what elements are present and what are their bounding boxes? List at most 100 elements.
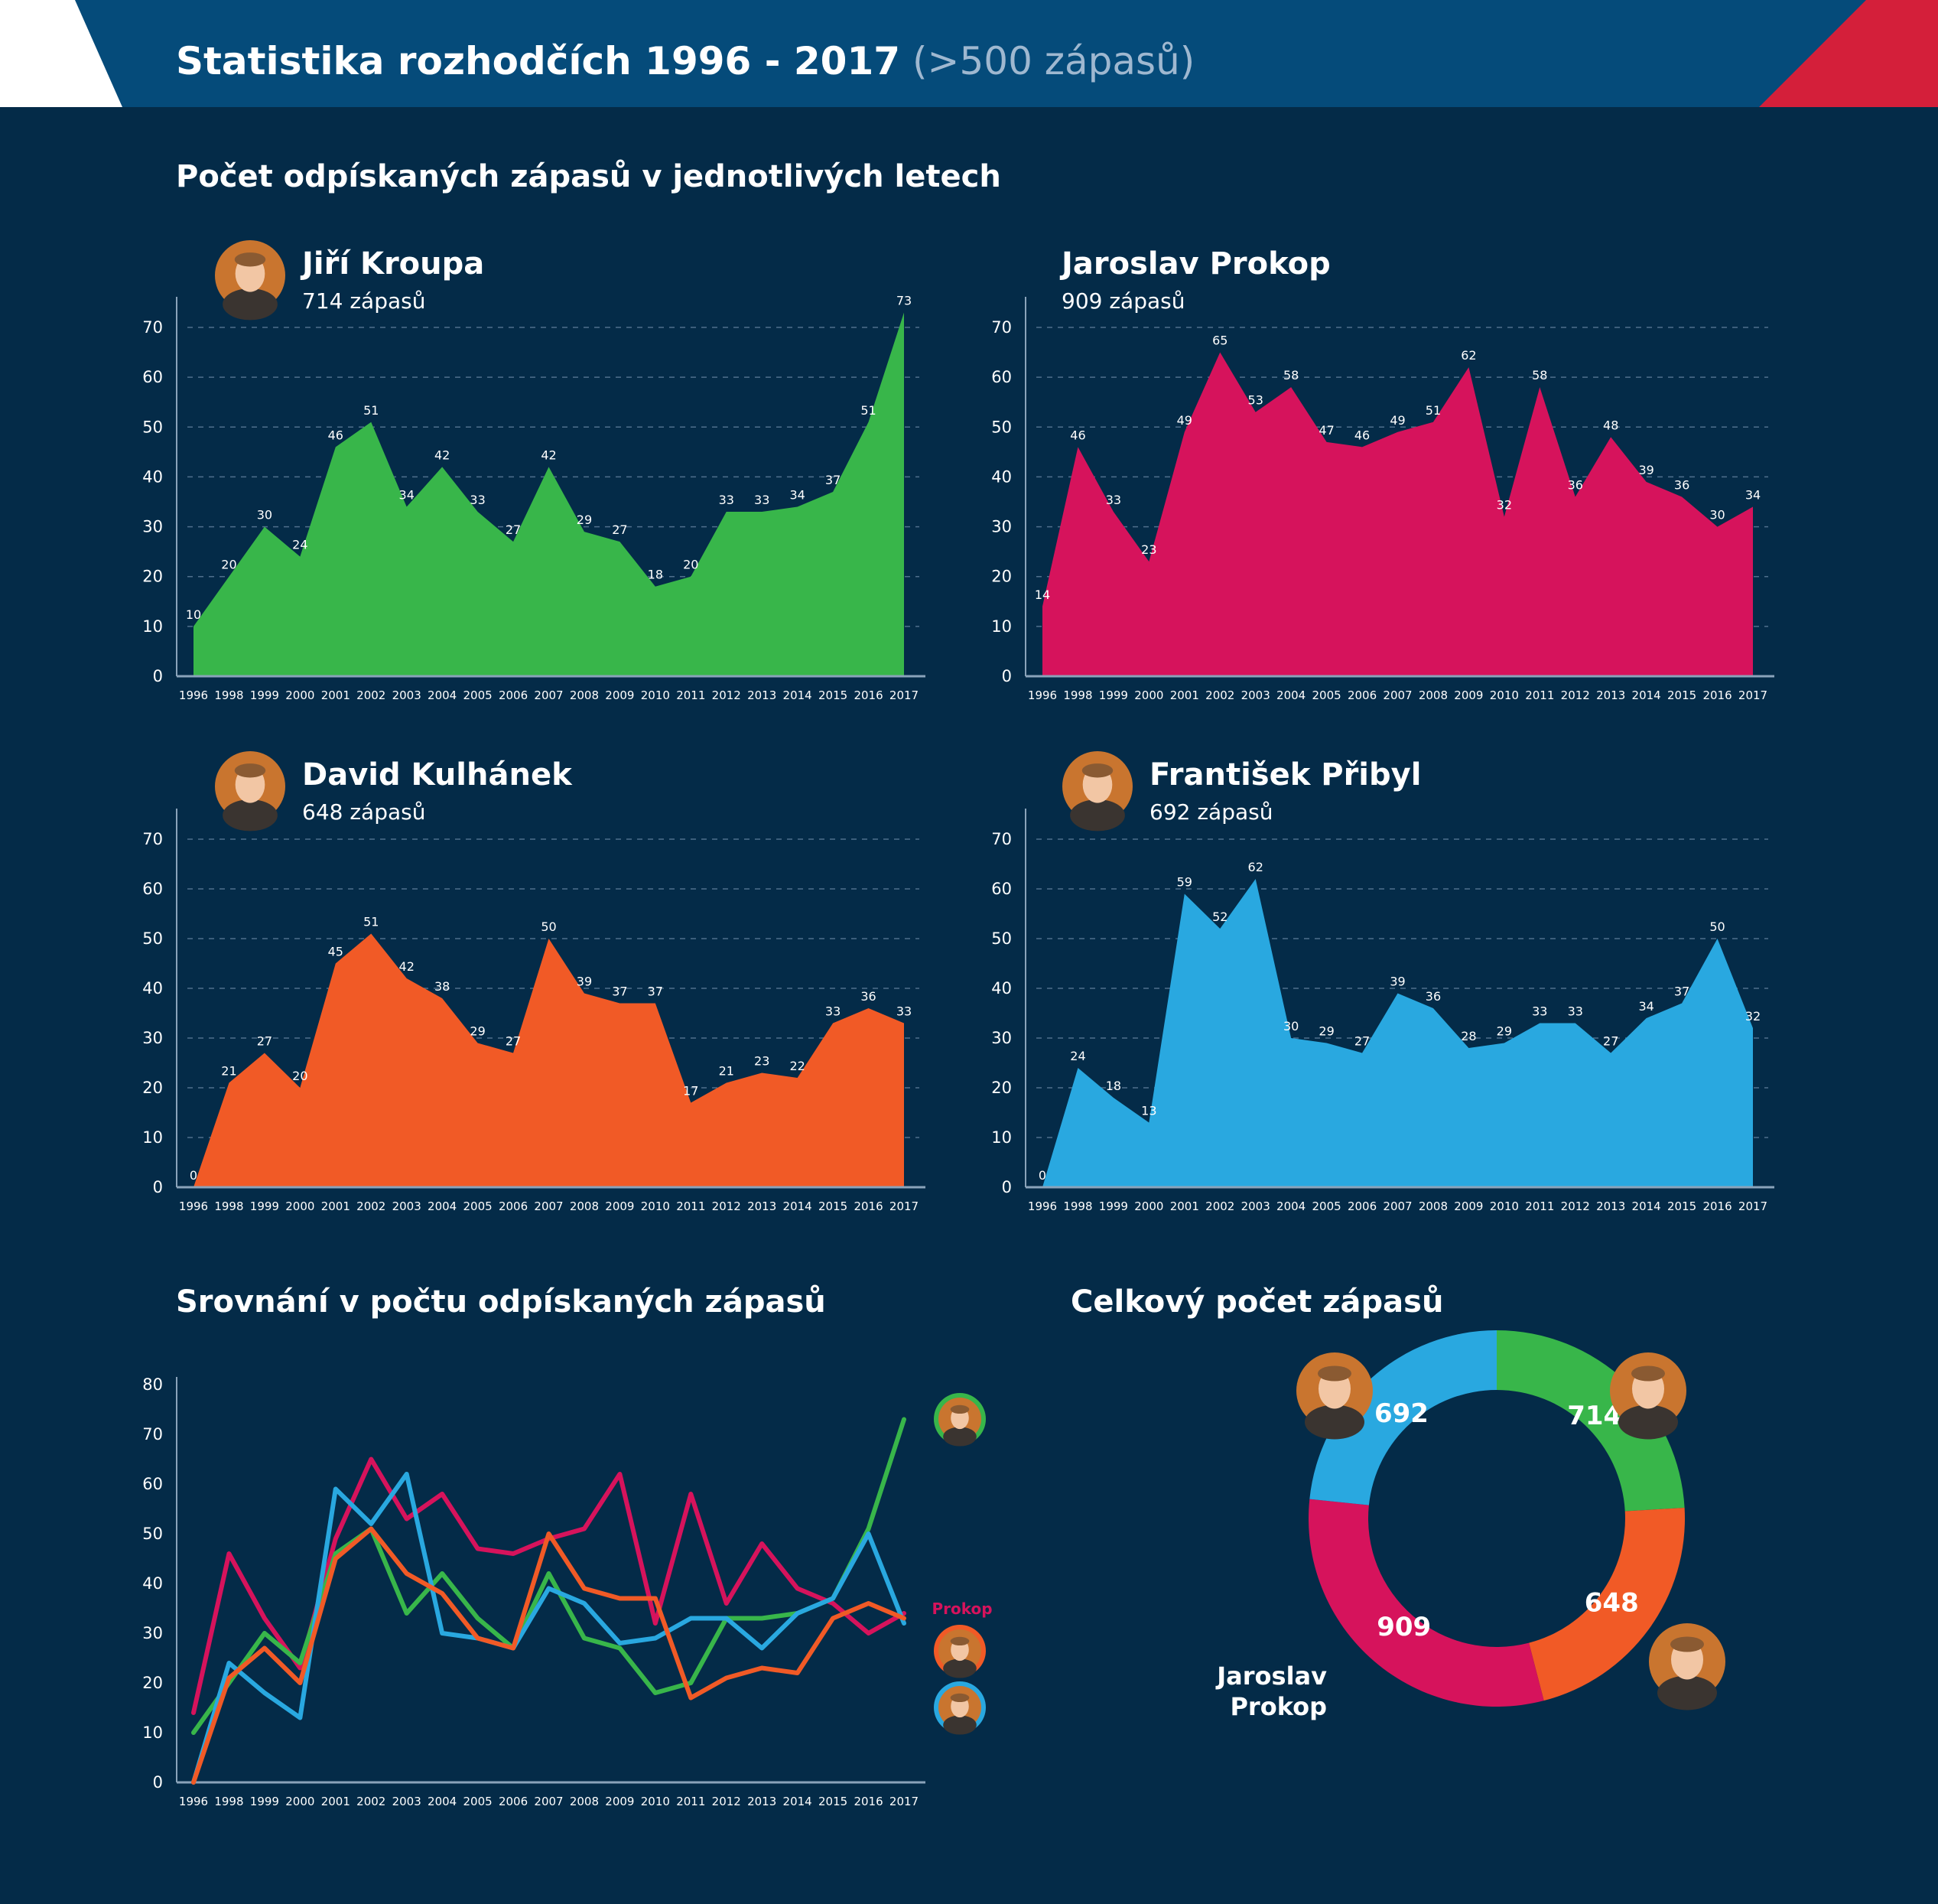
y-tick-label: 50	[991, 929, 1012, 948]
x-tick-label: 1996	[179, 688, 208, 702]
data-label: 17	[683, 1084, 698, 1098]
x-tick-label: 1998	[1063, 688, 1092, 702]
comparison-line-chart: 0 10 20 30 40 50 60 70 80 1996 1998 1999 2000 2001 200…	[142, 1375, 992, 1808]
data-label: 42	[541, 448, 556, 462]
y-tick-label: 10	[142, 617, 163, 636]
area-chart-4: František Přibyl 692 zápasů 0 10 20 30 40 50 60 7…	[991, 751, 1774, 1213]
x-tick-label: 2010	[641, 1795, 670, 1808]
x-tick-label: 2014	[783, 688, 812, 702]
x-tick-label: 2005	[1312, 1199, 1341, 1213]
data-label: 21	[719, 1064, 734, 1079]
data-label: 20	[221, 558, 236, 572]
x-tick-label: 2014	[783, 1795, 812, 1808]
y-tick-label: 10	[142, 1723, 163, 1742]
page-title: Statistika rozhodčích 1996 - 2017 (>500 z…	[176, 39, 1195, 83]
y-tick-label: 10	[142, 1128, 163, 1147]
x-tick-label: 2007	[534, 1795, 563, 1808]
x-tick-label: 2000	[1134, 688, 1163, 702]
x-tick-label: 2010	[1490, 688, 1519, 702]
data-label: 29	[1497, 1024, 1512, 1039]
avatar-shoulders	[223, 799, 278, 832]
y-tick-label: 20	[991, 1079, 1012, 1097]
y-tick-label: 40	[991, 979, 1012, 998]
data-label: 50	[1709, 919, 1725, 934]
data-label: 34	[789, 488, 805, 503]
x-tick-label: 2009	[1454, 688, 1483, 702]
y-tick-label: 10	[991, 1128, 1012, 1147]
data-label: 51	[1426, 403, 1441, 418]
x-tick-label: 2002	[1205, 688, 1234, 702]
x-tick-label: 2002	[356, 688, 385, 702]
y-tick-label: 20	[142, 1674, 163, 1692]
donut-avatar-orange	[1649, 1623, 1725, 1710]
x-tick-label: 2008	[1419, 1199, 1448, 1213]
avatar-shoulders	[943, 1658, 977, 1678]
x-tick-label: 2006	[1348, 688, 1377, 702]
area-series	[193, 312, 904, 676]
x-tick-label: 2015	[1667, 688, 1696, 702]
y-tick-label: 60	[991, 880, 1012, 898]
data-label: 28	[1461, 1029, 1476, 1043]
data-label: 65	[1212, 334, 1228, 348]
data-label: 34	[1745, 488, 1761, 503]
x-tick-label: 2016	[854, 1199, 883, 1213]
y-tick-label: 70	[142, 318, 163, 337]
x-tick-label: 2012	[712, 688, 741, 702]
data-label: 37	[825, 473, 841, 487]
y-tick-label: 40	[142, 467, 163, 486]
x-tick-label: 2011	[676, 1199, 705, 1213]
x-tick-label: 2006	[1348, 1199, 1377, 1213]
x-tick-label: 1999	[250, 1795, 279, 1808]
data-label: 39	[1638, 463, 1653, 477]
y-tick-label: 50	[142, 929, 163, 948]
data-label: 37	[612, 985, 627, 999]
x-tick-label: 2013	[1596, 1199, 1625, 1213]
referee-name: František Přibyl	[1149, 757, 1421, 793]
avatar-shoulders	[1305, 1404, 1364, 1440]
referee-match-count: 909 zápasů	[1062, 288, 1185, 314]
y-tick-label: 0	[1002, 1178, 1012, 1196]
data-label: 20	[683, 558, 698, 572]
x-tick-label: 2003	[1241, 1199, 1270, 1213]
y-tick-label: 0	[153, 1178, 163, 1196]
referee-avatar	[215, 240, 285, 321]
x-tick-label: 2013	[747, 1199, 776, 1213]
x-tick-label: 2003	[1241, 688, 1270, 702]
y-tick-label: 30	[142, 1029, 163, 1047]
x-tick-label: 2010	[641, 1199, 670, 1213]
x-tick-label: 2015	[818, 1199, 847, 1213]
data-label: 13	[1141, 1104, 1156, 1118]
donut-value-label: 692	[1374, 1398, 1429, 1429]
data-label: 30	[257, 508, 272, 522]
referee-avatar	[1062, 751, 1133, 832]
data-label: 51	[363, 915, 379, 929]
data-label: 23	[1141, 542, 1156, 557]
x-tick-label: 2010	[1490, 1199, 1519, 1213]
y-tick-label: 30	[991, 518, 1012, 536]
data-label: 39	[577, 975, 592, 989]
header-bar	[0, 0, 1938, 107]
x-tick-label: 2016	[1702, 688, 1732, 702]
donut-avatar-green	[1610, 1352, 1686, 1440]
donut-slice-4	[1309, 1330, 1497, 1505]
data-label: 27	[257, 1034, 272, 1049]
data-label: 36	[860, 989, 876, 1004]
y-tick-label: 50	[142, 418, 163, 436]
data-label: 32	[1497, 498, 1512, 513]
y-tick-label: 40	[142, 979, 163, 998]
header-flag-white	[0, 0, 122, 107]
data-label: 27	[506, 522, 521, 537]
data-label: 14	[1035, 587, 1050, 602]
x-tick-label: 2002	[356, 1199, 385, 1213]
data-label: 42	[434, 448, 450, 462]
data-label: 49	[1390, 413, 1405, 428]
avatar-hair	[1081, 763, 1114, 778]
data-label: 36	[1568, 477, 1583, 492]
x-tick-label: 2010	[641, 688, 670, 702]
data-label: 38	[434, 979, 450, 994]
avatar-hair	[234, 763, 266, 778]
avatar-hair	[950, 1404, 970, 1414]
data-label: 29	[1319, 1024, 1334, 1039]
y-tick-label: 60	[142, 368, 163, 386]
x-tick-label: 2013	[1596, 688, 1625, 702]
